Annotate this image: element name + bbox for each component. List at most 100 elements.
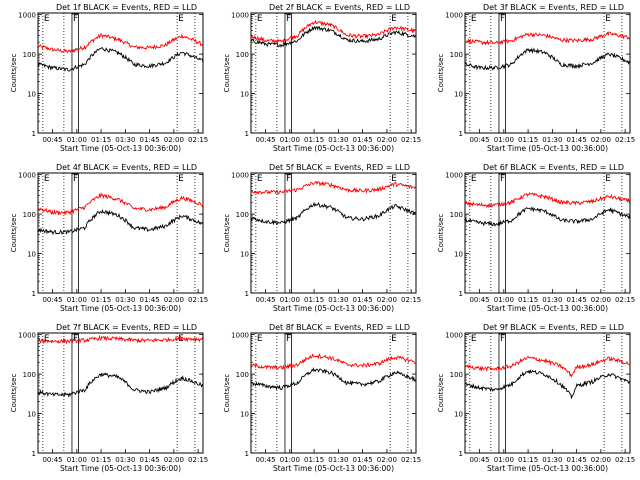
- x-tick-label: 01:45: [353, 456, 373, 464]
- panel-title: Det 7f BLACK = Events, RED = LLD: [56, 323, 197, 332]
- series-line-events: [37, 208, 204, 236]
- y-tick-label: 10: [454, 251, 463, 259]
- x-tick-label: 01:00: [67, 296, 87, 304]
- x-tick-label: 00:45: [469, 456, 489, 464]
- x-tick-label: 01:00: [67, 456, 87, 464]
- y-tick-label: 100: [450, 211, 463, 219]
- x-tick-label: 01:30: [542, 456, 562, 464]
- detector-panel-3: Det 3f BLACK = Events, RED = LLD E F E 1 10 10…: [437, 3, 635, 153]
- y-tick-label: 1000: [231, 172, 249, 180]
- x-tick-label: 01:00: [280, 136, 300, 144]
- x-axis-label: Start Time (05-Oct-13 00:36:00): [487, 464, 608, 473]
- x-axis-label: Start Time (05-Oct-13 00:36:00): [60, 144, 181, 153]
- x-tick-label: 01:15: [518, 456, 538, 464]
- plot-frame: [37, 172, 204, 294]
- x-tick-label: 01:30: [328, 296, 348, 304]
- x-tick-label: 01:30: [115, 296, 135, 304]
- x-tick-label: 01:30: [328, 136, 348, 144]
- x-tick-label: 01:45: [567, 136, 587, 144]
- y-axis-label: Counts/sec: [437, 374, 445, 413]
- detector-panel-4: Det 4f BLACK = Events, RED = LLD E F E 1 10 10…: [10, 163, 208, 313]
- time-marker-label: E: [605, 334, 611, 344]
- y-axis-label: Counts/sec: [437, 214, 445, 253]
- series-line-lld: [250, 353, 417, 371]
- y-tick-label: 100: [236, 371, 249, 379]
- x-tick-label: 01:15: [91, 456, 111, 464]
- x-tick-label: 00:45: [42, 456, 62, 464]
- x-tick-label: 01:30: [542, 136, 562, 144]
- x-tick-label: 01:00: [494, 136, 514, 144]
- y-tick-label: 1: [32, 290, 36, 298]
- y-tick-label: 100: [23, 51, 36, 59]
- series-line-lld: [250, 180, 417, 195]
- series-line-lld: [37, 32, 204, 54]
- x-tick-label: 02:15: [615, 456, 635, 464]
- plot-frame: [250, 12, 417, 134]
- y-tick-label: 1: [245, 290, 249, 298]
- time-marker-label: E: [471, 174, 477, 184]
- plot-frame: [37, 332, 204, 454]
- plot-frame: [464, 172, 631, 294]
- time-marker-label: E: [44, 334, 50, 344]
- y-tick-label: 10: [454, 411, 463, 419]
- time-marker-label: E: [471, 334, 477, 344]
- detector-panel-2: Det 2f BLACK = Events, RED = LLD E F E 1 10 10…: [223, 3, 421, 153]
- y-tick-label: 100: [450, 51, 463, 59]
- y-tick-label: 100: [236, 211, 249, 219]
- y-tick-label: 10: [27, 411, 36, 419]
- time-marker-label: E: [605, 14, 611, 24]
- time-marker-label: F: [73, 14, 78, 24]
- x-tick-label: 01:30: [115, 136, 135, 144]
- x-tick-label: 01:15: [304, 136, 324, 144]
- panel-title: Det 2f BLACK = Events, RED = LLD: [269, 3, 410, 12]
- time-marker-label: E: [178, 14, 184, 24]
- x-tick-label: 01:00: [280, 296, 300, 304]
- y-tick-label: 10: [240, 91, 249, 99]
- time-marker-label: E: [44, 14, 50, 24]
- series-line-lld: [464, 192, 631, 209]
- series-line-events: [464, 47, 631, 71]
- x-tick-label: 01:45: [353, 296, 373, 304]
- y-tick-label: 10: [454, 91, 463, 99]
- x-tick-label: 02:15: [615, 296, 635, 304]
- series-line-events: [250, 367, 417, 391]
- series-line-lld: [464, 355, 631, 378]
- series-line-events: [37, 372, 204, 398]
- x-axis-label: Start Time (05-Oct-13 00:36:00): [60, 304, 181, 313]
- y-tick-label: 1000: [18, 172, 36, 180]
- time-marker-label: F: [286, 174, 291, 184]
- series-line-lld: [464, 31, 631, 46]
- x-tick-label: 01:45: [140, 136, 160, 144]
- time-marker-label: E: [257, 174, 263, 184]
- x-tick-label: 00:45: [469, 296, 489, 304]
- x-tick-label: 01:00: [280, 456, 300, 464]
- x-tick-label: 00:45: [255, 296, 275, 304]
- time-marker-label: F: [286, 14, 291, 24]
- x-tick-label: 00:45: [42, 136, 62, 144]
- panel-title: Det 4f BLACK = Events, RED = LLD: [56, 163, 197, 172]
- series-line-lld: [37, 192, 204, 216]
- x-axis-label: Start Time (05-Oct-13 00:36:00): [273, 464, 394, 473]
- series-line-lld: [38, 334, 204, 345]
- x-tick-label: 01:15: [304, 456, 324, 464]
- y-tick-label: 1: [459, 450, 463, 458]
- x-tick-label: 01:30: [542, 296, 562, 304]
- time-marker-label: E: [44, 174, 50, 184]
- y-tick-label: 100: [450, 371, 463, 379]
- time-marker-label: F: [286, 334, 291, 344]
- time-marker-label: E: [391, 174, 397, 184]
- x-tick-label: 01:45: [353, 136, 373, 144]
- x-tick-label: 01:00: [494, 296, 514, 304]
- x-tick-label: 01:45: [567, 296, 587, 304]
- x-tick-label: 01:15: [91, 296, 111, 304]
- y-tick-label: 1000: [18, 332, 36, 340]
- panel-title: Det 8f BLACK = Events, RED = LLD: [269, 323, 410, 332]
- detector-panel-8: Det 8f BLACK = Events, RED = LLD E F E 1 10 10…: [223, 323, 421, 473]
- plot-frame: [250, 172, 417, 294]
- x-tick-label: 01:45: [567, 456, 587, 464]
- time-marker-label: F: [73, 174, 78, 184]
- panel-title: Det 9f BLACK = Events, RED = LLD: [483, 323, 624, 332]
- x-tick-label: 02:00: [377, 456, 397, 464]
- x-tick-label: 01:15: [518, 296, 538, 304]
